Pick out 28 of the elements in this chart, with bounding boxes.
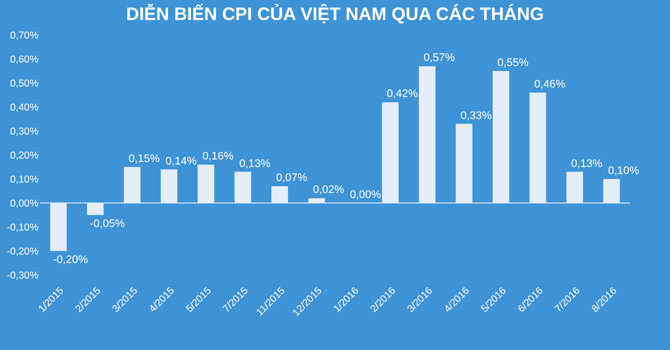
data-label: 0,13% bbox=[239, 158, 271, 170]
data-label: 0,42% bbox=[386, 88, 418, 100]
data-label: 0,02% bbox=[312, 184, 344, 196]
data-label: 0,10% bbox=[608, 165, 640, 177]
data-label: 0,33% bbox=[460, 110, 492, 122]
data-label: -0,05% bbox=[90, 218, 125, 230]
y-tick-label: -0,10% bbox=[6, 222, 39, 234]
data-label: 0,15% bbox=[128, 153, 160, 165]
y-tick-label: 0,70% bbox=[10, 30, 39, 42]
data-label: 0,13% bbox=[571, 158, 602, 170]
data-label: 0,16% bbox=[202, 150, 234, 163]
data-label: 0,55% bbox=[497, 57, 529, 69]
data-label: -0,20% bbox=[53, 254, 88, 266]
y-tick-label: 0,50% bbox=[10, 78, 39, 90]
y-tick-label: 0,10% bbox=[10, 174, 39, 186]
y-tick-label: 0,00% bbox=[10, 198, 39, 210]
data-label: 0,07% bbox=[276, 172, 308, 184]
data-label: 0,14% bbox=[165, 155, 197, 168]
y-tick-label: 0,40% bbox=[10, 102, 39, 114]
y-tick-label: -0,30% bbox=[6, 270, 39, 282]
y-tick-label: 0,20% bbox=[10, 150, 39, 162]
y-tick-label: 0,60% bbox=[10, 54, 39, 66]
y-tick-label: 0,30% bbox=[10, 126, 39, 138]
y-tick-label: -0,20% bbox=[6, 246, 39, 258]
chart-title: DIỄN BIẾN CPI CỦA VIỆT NAM QUA CÁC THÁNG bbox=[126, 3, 544, 24]
data-label: 0,57% bbox=[424, 52, 455, 64]
data-label: 0,46% bbox=[534, 78, 566, 91]
data-label: 0,00% bbox=[350, 189, 382, 201]
